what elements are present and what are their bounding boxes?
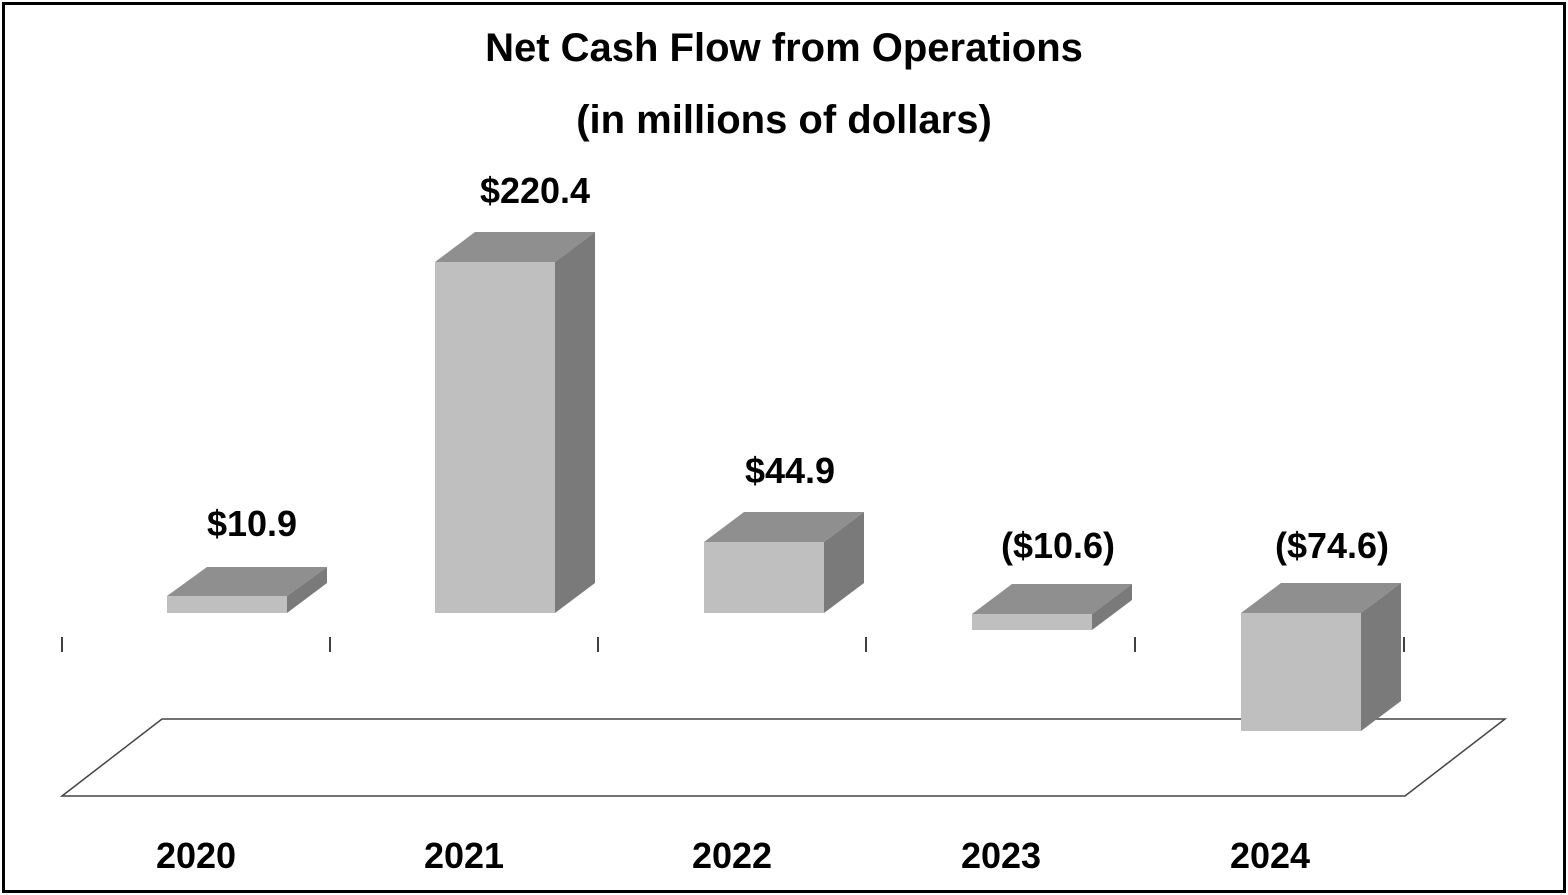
chart-subtitle: (in millions of dollars) — [576, 98, 992, 142]
category-label-2023: 2023 — [960, 835, 1042, 876]
axis-ticks — [61, 637, 1405, 652]
category-label-2022: 2022 — [691, 835, 773, 876]
data-label-2022: $44.9 — [744, 450, 836, 491]
bar-2023 — [972, 584, 1132, 630]
category-label-2021: 2021 — [423, 835, 505, 876]
data-label-2021: $220.4 — [479, 170, 591, 211]
bar-2024 — [1241, 583, 1401, 731]
data-label-2023: ($10.6) — [1000, 525, 1116, 566]
category-label-2024: 2024 — [1229, 835, 1311, 876]
bar-2021 — [435, 232, 595, 613]
bar-2022 — [704, 512, 864, 613]
chart-title: Net Cash Flow from Operations — [485, 26, 1083, 70]
chart-floor — [59, 718, 1508, 797]
data-label-2024: ($74.6) — [1274, 525, 1390, 566]
bar-2020 — [167, 567, 327, 613]
data-label-2020: $10.9 — [206, 503, 298, 544]
category-label-2020: 2020 — [155, 835, 237, 876]
